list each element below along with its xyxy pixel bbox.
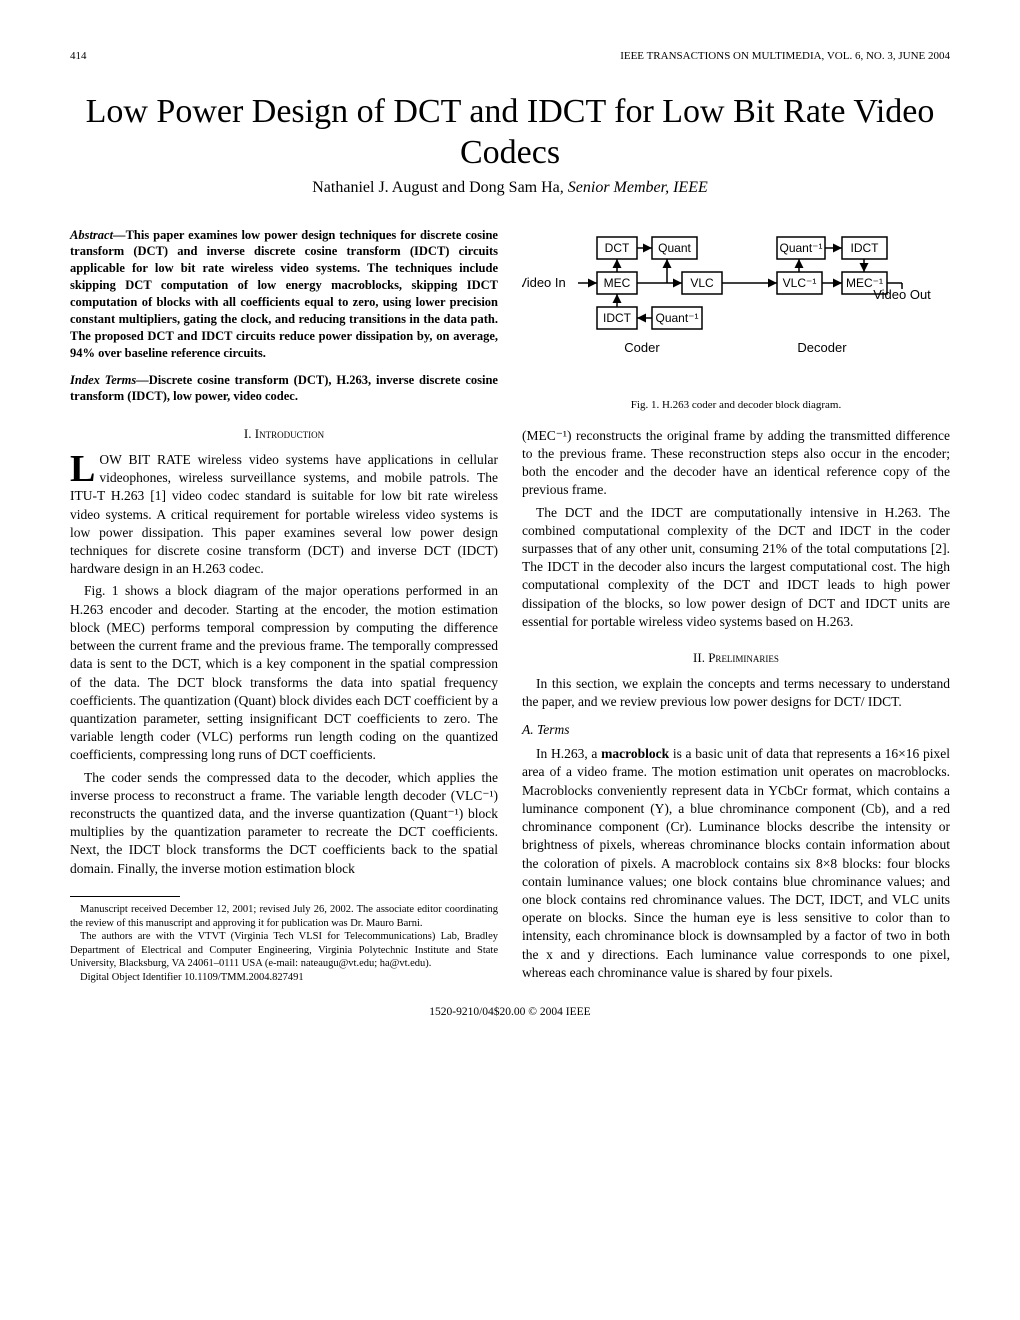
dropcap: L xyxy=(70,451,99,485)
svg-text:IDCT: IDCT xyxy=(603,311,632,325)
prelim-intro: In this section, we explain the concepts… xyxy=(522,675,950,711)
macroblock-term: macroblock xyxy=(601,746,669,761)
left-column: Abstract—This paper examines low power d… xyxy=(70,227,498,987)
running-header: 414 IEEE TRANSACTIONS ON MULTIMEDIA, VOL… xyxy=(70,50,950,62)
svg-text:DCT: DCT xyxy=(605,241,630,255)
right-column: DCT Quant MEC VLC IDCT Quant⁻¹ Quant⁻¹ IDCT VLC⁻… xyxy=(522,227,950,987)
figure-1-svg: DCT Quant MEC VLC IDCT Quant⁻¹ Quant⁻¹ IDCT VLC⁻… xyxy=(522,227,942,387)
copyright-line: 1520-9210/04$20.00 © 2004 IEEE xyxy=(70,1006,950,1018)
svg-text:Quant⁻¹: Quant⁻¹ xyxy=(779,241,822,255)
authors: Nathaniel J. August and Dong Sam Ha, Sen… xyxy=(70,179,950,197)
footnote-1: Manuscript received December 12, 2001; r… xyxy=(70,903,498,930)
intro-p1-text: OW BIT RATE wireless video systems have … xyxy=(70,452,498,576)
abstract: Abstract—This paper examines low power d… xyxy=(70,227,498,362)
two-column-layout: Abstract—This paper examines low power d… xyxy=(70,227,950,987)
footnote-separator xyxy=(70,896,180,897)
svg-text:IDCT: IDCT xyxy=(851,241,880,255)
figure-1-caption: Fig. 1. H.263 coder and decoder block di… xyxy=(522,398,950,413)
abstract-label: Abstract— xyxy=(70,228,126,242)
svg-text:Decoder: Decoder xyxy=(797,340,847,355)
svg-text:MEC: MEC xyxy=(604,276,631,290)
journal-name: IEEE TRANSACTIONS ON MULTIMEDIA, VOL. 6,… xyxy=(620,50,950,62)
footnotes: Manuscript received December 12, 2001; r… xyxy=(70,903,498,985)
svg-text:Quant⁻¹: Quant⁻¹ xyxy=(655,311,698,325)
footnote-3: Digital Object Identifier 10.1109/TMM.20… xyxy=(70,971,498,985)
page-number: 414 xyxy=(70,50,87,62)
svg-text:Quant: Quant xyxy=(658,241,691,255)
terms-p1: In H.263, a macroblock is a basic unit o… xyxy=(522,745,950,982)
footnote-2: The authors are with the VTVT (Virginia … xyxy=(70,930,498,971)
svg-text:Video Out: Video Out xyxy=(873,287,931,302)
index-terms: Index Terms—Discrete cosine transform (D… xyxy=(70,372,498,406)
svg-text:VLC: VLC xyxy=(690,276,714,290)
author-role: , Senior Member, IEEE xyxy=(560,179,708,196)
paper-title: Low Power Design of DCT and IDCT for Low… xyxy=(70,92,950,174)
right-p1: (MEC⁻¹) reconstructs the original frame … xyxy=(522,427,950,500)
subsection-a-heading: A. Terms xyxy=(522,721,950,739)
intro-p3: The coder sends the compressed data to t… xyxy=(70,769,498,878)
figure-1-diagram: DCT Quant MEC VLC IDCT Quant⁻¹ Quant⁻¹ IDCT VLC⁻… xyxy=(522,227,950,392)
svg-text:Coder: Coder xyxy=(624,340,660,355)
svg-text:VLC⁻¹: VLC⁻¹ xyxy=(783,276,817,290)
svg-text:Video In: Video In xyxy=(522,275,566,290)
section-1-heading: I. Introduction xyxy=(70,425,498,443)
section-2-heading: II. Preliminaries xyxy=(522,649,950,667)
index-terms-label: Index Terms— xyxy=(70,373,149,387)
intro-p2: Fig. 1 shows a block diagram of the majo… xyxy=(70,582,498,764)
author-names: Nathaniel J. August and Dong Sam Ha xyxy=(312,179,560,196)
right-p2: The DCT and the IDCT are computationally… xyxy=(522,504,950,632)
abstract-text: This paper examines low power design tec… xyxy=(70,228,498,360)
intro-p1: LOW BIT RATE wireless video systems have… xyxy=(70,451,498,579)
